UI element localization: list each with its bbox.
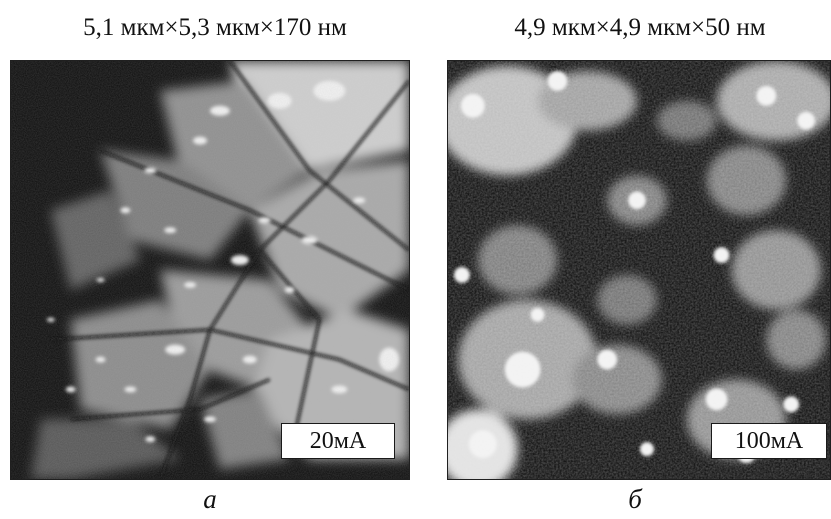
panel-a-letter: a bbox=[203, 484, 217, 514]
panel-b-title: 4,9 мкм×4,9 мкм×50 нм bbox=[514, 14, 766, 41]
panel-b-surface-texture bbox=[448, 61, 830, 479]
panel-b-current-label: 100мА bbox=[711, 423, 827, 459]
panel-b-scan-image bbox=[447, 60, 831, 480]
panel-a-title: 5,1 мкм×5,3 мкм×170 нм bbox=[83, 14, 347, 41]
panel-a-scan-image bbox=[10, 60, 410, 480]
panel-b-letter: б bbox=[628, 484, 642, 514]
panel-a-current-label: 20мА bbox=[281, 423, 395, 459]
panel-a-surface-texture bbox=[11, 61, 409, 479]
